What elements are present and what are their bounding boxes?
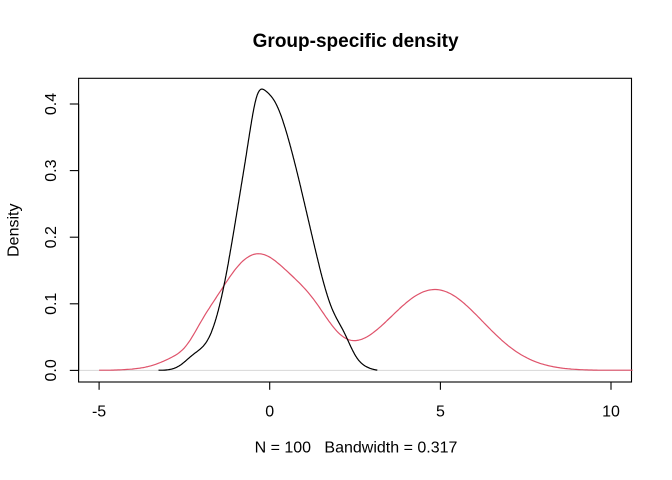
svg-text:5: 5	[436, 404, 445, 421]
svg-text:Group-specific density: Group-specific density	[253, 31, 459, 52]
svg-text:0.1: 0.1	[43, 293, 60, 315]
svg-text:0.0: 0.0	[43, 359, 60, 381]
svg-text:0.4: 0.4	[43, 93, 60, 115]
svg-text:0.2: 0.2	[43, 226, 60, 248]
svg-text:0.3: 0.3	[43, 159, 60, 181]
svg-text:0: 0	[265, 404, 274, 421]
svg-text:10: 10	[602, 404, 620, 421]
svg-text:Density: Density	[5, 204, 22, 257]
svg-text:-5: -5	[92, 404, 106, 421]
svg-text:N = 100 Bandwidth = 0.317: N = 100 Bandwidth = 0.317	[255, 440, 458, 457]
